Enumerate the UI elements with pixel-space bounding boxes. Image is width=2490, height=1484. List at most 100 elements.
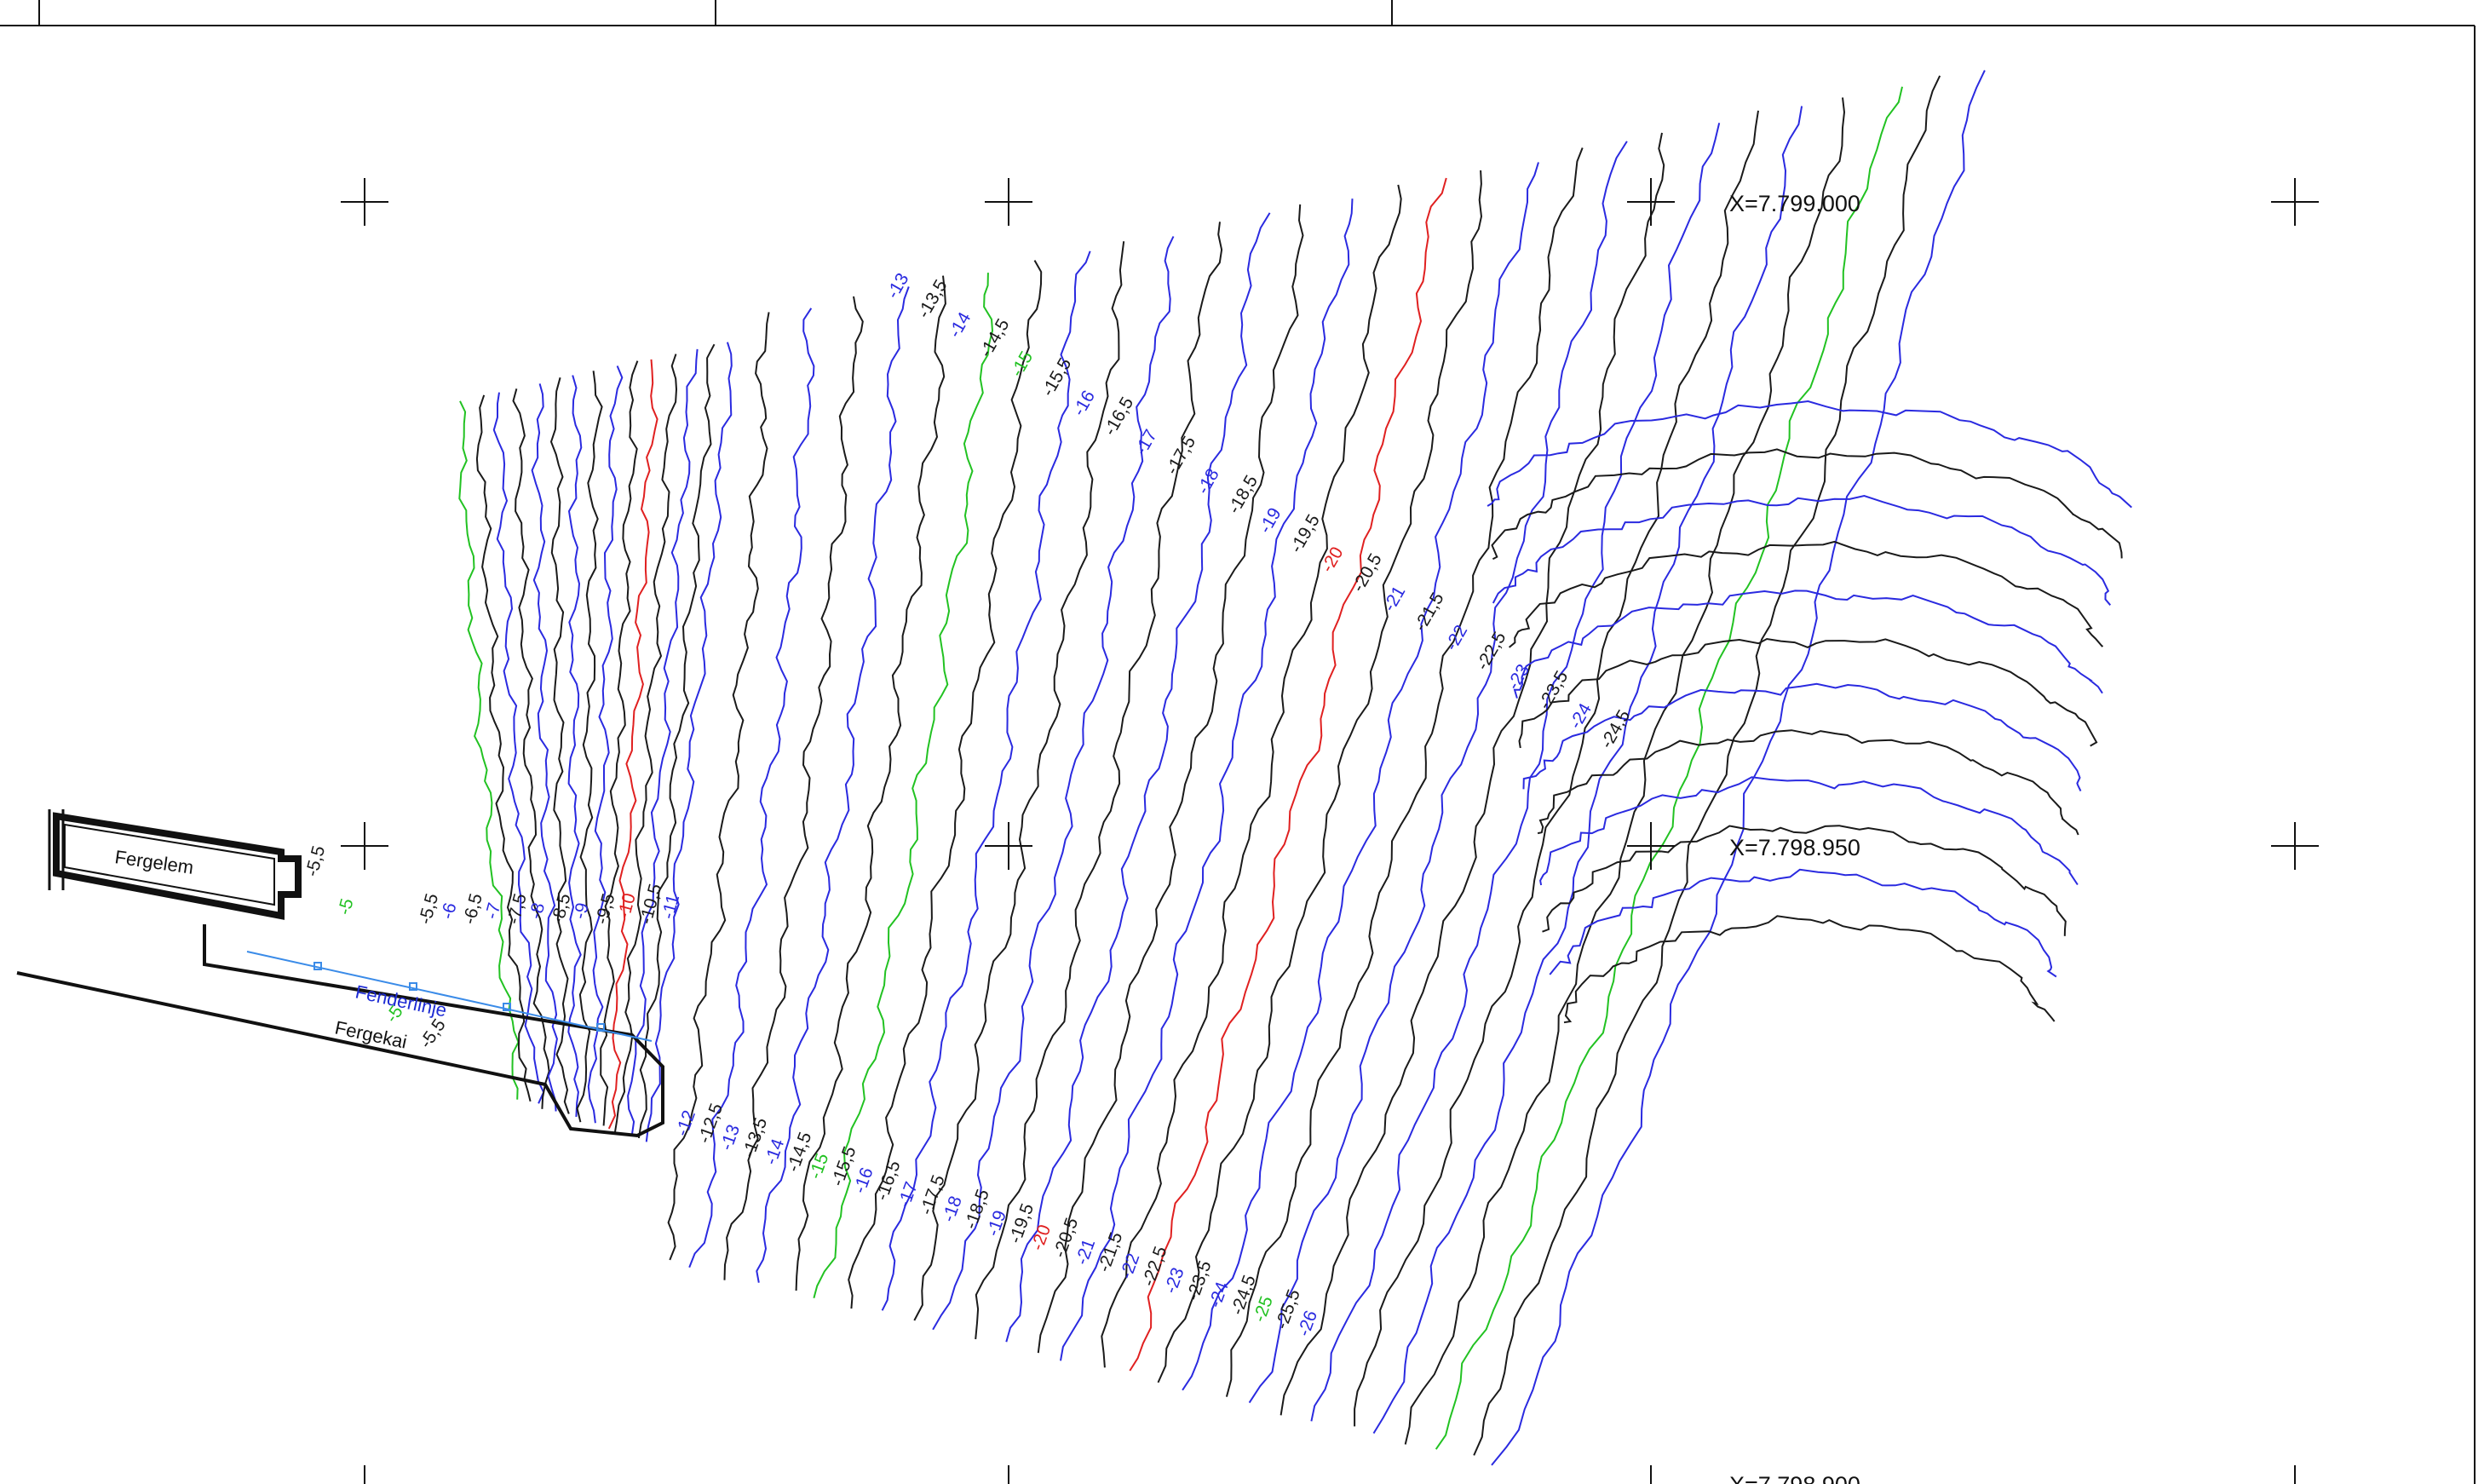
contour-line: [1549, 868, 2057, 978]
depth-label: -22: [1441, 622, 1471, 654]
grid-cross: [985, 822, 1032, 870]
depth-label: -20: [1317, 544, 1347, 576]
contour-line: [567, 375, 583, 1118]
contour-line: [587, 365, 624, 1124]
depth-label: -16: [1069, 387, 1099, 419]
contour-line: [531, 383, 558, 1112]
fergekai-structure: [16, 924, 664, 1138]
contour-line: [1372, 106, 1803, 1435]
contour-line: [1508, 540, 2104, 648]
contour-line: [1354, 110, 1759, 1427]
contour-line: [1005, 212, 1271, 1343]
depth-label: -16: [850, 1165, 877, 1195]
depth-label: -8: [526, 900, 549, 921]
contour-line: [1487, 400, 2132, 509]
contour-line: [881, 250, 1091, 1311]
contour-line: [637, 343, 716, 1139]
fergelem-structure: [48, 809, 302, 920]
depth-contours: [458, 70, 2132, 1466]
grid-cross: [341, 178, 388, 226]
contour-line: [549, 377, 570, 1114]
contour-line: [1522, 682, 2082, 792]
contour-line: [1060, 198, 1354, 1361]
contour-line: [1513, 590, 2103, 699]
grid-crosses: [341, 178, 2319, 1484]
depth-label: -19,5: [1286, 511, 1324, 556]
depth-label: -5,5: [416, 1015, 450, 1052]
contour-line: [1492, 494, 2112, 606]
fenderlinje: [246, 951, 653, 1042]
grid-cross: [985, 178, 1032, 226]
depth-label: -9: [570, 900, 593, 921]
contour-line: [512, 388, 550, 1109]
contour-line: [1037, 204, 1304, 1354]
contour-line: [688, 308, 815, 1268]
coordinate-label-middle: X=7.798.950: [1729, 835, 1860, 860]
contour-line: [613, 354, 678, 1134]
fergelem-label: Fergelem: [113, 846, 194, 878]
contour-line: [1101, 184, 1402, 1368]
depth-label: -10: [614, 891, 640, 921]
contour-line: [1310, 123, 1721, 1422]
depth-label: -15: [806, 1151, 833, 1182]
contour-line: [848, 260, 1043, 1309]
depth-label: -17,5: [1162, 433, 1199, 478]
grid-cross: [2271, 822, 2319, 870]
contour-line: [975, 221, 1223, 1340]
contour-line: [1539, 776, 2079, 886]
depth-label: -22: [1117, 1251, 1144, 1281]
contour-line: [1129, 177, 1447, 1372]
depth-label: -17: [1131, 426, 1161, 458]
contour-line: [1182, 162, 1539, 1391]
contour-line: [913, 241, 1125, 1321]
contour-line: [1491, 448, 2123, 561]
contour-line: [1280, 132, 1665, 1416]
contour-line: [1435, 86, 1903, 1450]
contour-line: [1537, 729, 2079, 836]
depth-label: -9,5: [592, 891, 619, 926]
depth-label: -5: [335, 896, 358, 917]
depth-label: -13: [883, 270, 912, 302]
contour-line: [1563, 915, 2056, 1024]
depth-label: -24,5: [1596, 707, 1634, 752]
depth-label: -21,5: [1411, 590, 1448, 635]
depth-label: -5,5: [302, 843, 330, 878]
contour-line: [627, 348, 699, 1135]
coordinate-label-top: X=7.799.000: [1729, 191, 1860, 216]
contour-line: [600, 360, 639, 1126]
contour-line: [813, 273, 994, 1298]
contour-line: [723, 296, 864, 1280]
contour-line: [756, 286, 910, 1283]
contour-line: [667, 312, 770, 1261]
contour-line: [492, 392, 545, 1104]
depth-label: -15: [1007, 348, 1037, 381]
depth-label: -23,5: [1535, 668, 1573, 713]
depth-label: -7,5: [503, 891, 531, 926]
depth-label: -18: [1193, 465, 1223, 498]
depth-label: -24: [1566, 699, 1596, 732]
contour-line: [645, 342, 733, 1142]
grid-cross: [1627, 822, 1675, 870]
depth-label: -14: [945, 308, 975, 341]
contour-line: [1542, 825, 2067, 936]
contour-line: [1473, 75, 1941, 1456]
depth-label: -6,5: [459, 891, 486, 926]
contour-line: [475, 394, 532, 1102]
depth-label: -5,5: [416, 891, 443, 926]
contour-line: [1157, 170, 1483, 1383]
contour-line: [607, 359, 658, 1130]
grid-cross: [2271, 178, 2319, 226]
depth-label: -19: [983, 1208, 1010, 1239]
depth-label: -14,5: [976, 315, 1014, 360]
depth-label: -22,5: [1473, 629, 1510, 674]
grid-cross: [341, 822, 388, 870]
contour-line: [576, 371, 603, 1123]
depth-label: -6: [438, 900, 461, 921]
depth-label: -23: [1161, 1265, 1188, 1296]
contour-line: [1225, 147, 1584, 1397]
contour-line: [1491, 70, 1986, 1466]
contour-line: [1518, 637, 2098, 749]
depth-label: -20,5: [1349, 550, 1386, 595]
depth-label: -12: [672, 1107, 699, 1138]
